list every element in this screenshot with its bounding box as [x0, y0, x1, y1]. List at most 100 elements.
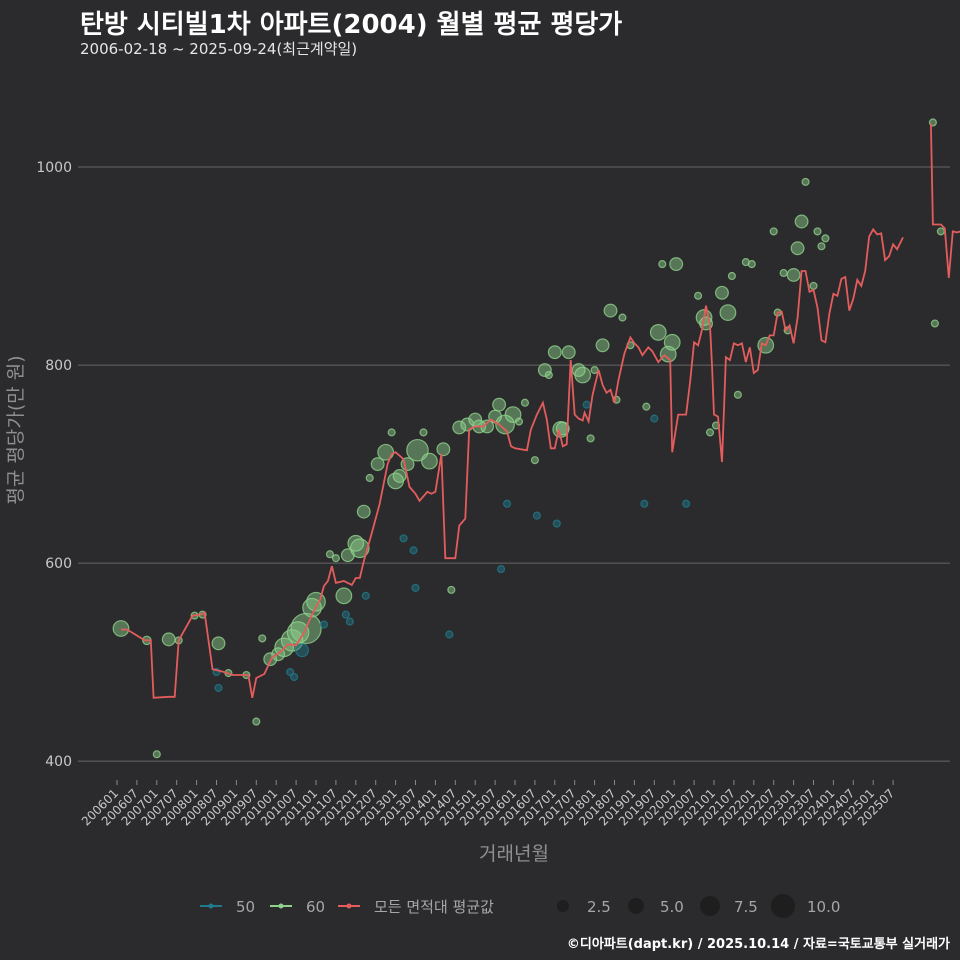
- legend-marker: [346, 903, 352, 909]
- scatter-point: [705, 428, 715, 437]
- scatter-point: [361, 591, 370, 600]
- scatter-point: [669, 257, 684, 272]
- scatter-point: [547, 345, 562, 360]
- source-caption: ©디아파트(dapt.kr) / 2025.10.14 / 자료=국토교통부 실…: [566, 937, 950, 952]
- scatter-point: [817, 242, 826, 251]
- scatter-point: [801, 177, 810, 186]
- scatter-point: [349, 538, 370, 559]
- legend-marker: [208, 903, 214, 909]
- legend-label: 모든 면적대 평균값: [374, 898, 494, 916]
- scatter-point: [258, 634, 267, 643]
- scatter-point: [694, 291, 703, 300]
- scatter-point: [152, 750, 161, 759]
- scatter-point: [530, 456, 539, 465]
- scatter-point: [445, 630, 454, 639]
- scatter-point: [497, 565, 506, 574]
- y-tick-label: 400: [45, 754, 72, 770]
- scatter-point: [618, 313, 627, 322]
- legend-size-circle: [771, 894, 795, 918]
- scatter-point: [514, 417, 524, 426]
- scatter-point: [813, 227, 822, 236]
- scatter-point: [492, 397, 507, 412]
- scatter-point: [112, 620, 130, 637]
- scatter-point: [341, 610, 350, 619]
- y-axis-label: 평균 평당가(만 원): [5, 355, 27, 504]
- scatter-point: [544, 370, 553, 380]
- scatter-point: [794, 214, 809, 229]
- scatter-point: [331, 554, 340, 563]
- scatter-point: [936, 227, 945, 236]
- scatter-point: [769, 227, 778, 236]
- scatter-point: [821, 234, 830, 243]
- scatter-point: [392, 469, 407, 483]
- scatter-point: [447, 585, 456, 594]
- legend-size-circle: [557, 900, 569, 912]
- scatter-point: [650, 414, 659, 423]
- scatter-point: [552, 519, 561, 528]
- legend-size-circle: [628, 898, 644, 914]
- average-line-path: [930, 123, 960, 278]
- scatter-point: [370, 457, 385, 472]
- scatter-point: [590, 365, 599, 375]
- chart-subtitle: 2006-02-18 ~ 2025-09-24(최근계약일): [80, 40, 358, 58]
- scatter-point: [586, 434, 595, 443]
- y-tick-label: 800: [45, 358, 72, 374]
- scatter-point: [930, 319, 939, 328]
- scatter-point: [574, 366, 592, 384]
- scatter-point: [658, 260, 667, 269]
- scatter-point: [161, 632, 176, 647]
- scatter-point: [356, 504, 371, 519]
- legend-size-label: 7.5: [734, 898, 758, 916]
- legend-size-label: 5.0: [660, 898, 684, 916]
- scatter-point: [436, 442, 451, 457]
- scatter-point: [325, 550, 334, 559]
- scatter-point: [214, 683, 223, 692]
- x-axis-ticks: 2006012006072007012007072008012008072009…: [79, 780, 897, 829]
- scatter-point: [747, 260, 756, 269]
- scatter-point: [733, 390, 742, 399]
- y-tick-label: 600: [45, 556, 72, 572]
- chart-title: 탄방 시티빌1차 아파트(2004) 월별 평균 평당가: [80, 10, 623, 40]
- scatter-point: [290, 672, 299, 682]
- scatter-point: [727, 271, 736, 281]
- legend-size-circle: [700, 896, 720, 916]
- x-axis-label: 거래년월: [479, 843, 549, 865]
- scatter-point: [399, 534, 408, 543]
- average-line-path: [121, 227, 904, 699]
- scatter-point: [595, 338, 610, 353]
- scatter-point: [411, 583, 420, 592]
- legend-marker: [278, 903, 284, 909]
- scatter-point: [682, 499, 691, 508]
- scatter-point: [520, 398, 530, 407]
- scatter-point: [377, 443, 395, 461]
- scatter-point: [335, 587, 353, 605]
- scatter-point: [786, 268, 801, 282]
- scatter-point: [642, 402, 651, 411]
- scatter-point: [419, 428, 428, 437]
- scatter-point: [532, 511, 541, 520]
- scatter-point: [640, 499, 649, 508]
- legend-label: 60: [306, 898, 325, 916]
- scatter-point: [295, 643, 310, 658]
- scatter-point: [502, 499, 512, 508]
- scatter-point: [409, 546, 418, 555]
- scatter-points: [112, 118, 945, 759]
- legend-label: 50: [236, 898, 255, 916]
- scatter-point: [719, 304, 737, 322]
- scatter-point: [663, 333, 681, 351]
- scatter-point: [809, 281, 818, 290]
- scatter-point: [561, 345, 576, 360]
- scatter-point: [319, 620, 329, 629]
- scatter-point: [715, 285, 729, 300]
- scatter-point: [387, 428, 396, 437]
- scatter-point: [365, 473, 374, 483]
- scatter-point: [252, 717, 261, 726]
- grid-lines: [78, 166, 950, 762]
- legend: 50 60 모든 면적대 평균값 2.5 5.0 7.5 10.0: [200, 894, 840, 918]
- scatter-point: [582, 400, 591, 409]
- scatter-point: [649, 324, 667, 341]
- scatter-point: [211, 636, 226, 651]
- y-tick-label: 1000: [36, 160, 72, 176]
- legend-size-label: 2.5: [587, 898, 611, 916]
